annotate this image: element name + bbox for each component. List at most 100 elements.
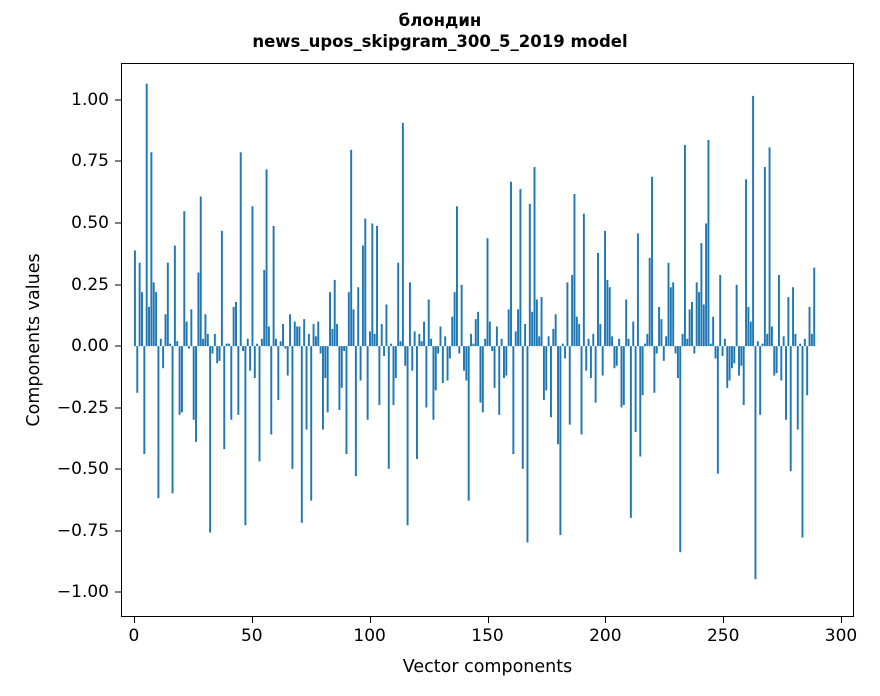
y-tick-label: −0.75 (56, 520, 109, 541)
bar (345, 346, 348, 455)
bar (686, 338, 689, 347)
bar (495, 326, 498, 347)
bar (331, 328, 334, 347)
bar (230, 346, 233, 420)
bar (133, 250, 136, 347)
bar (573, 194, 576, 347)
bar (150, 152, 153, 347)
y-axis-label: Components values (24, 253, 44, 427)
bar (197, 272, 200, 347)
bar (453, 292, 456, 347)
bar (164, 314, 167, 347)
bar (437, 346, 440, 354)
bar (333, 279, 336, 347)
bar (256, 343, 259, 347)
bar (702, 304, 705, 347)
bar (180, 346, 183, 413)
bar (754, 346, 757, 580)
bar (589, 346, 592, 379)
x-tick-mark (723, 617, 725, 623)
bar (549, 346, 552, 418)
bar (493, 346, 496, 388)
bar (378, 346, 381, 406)
chart-title: блондин news_upos_skipgram_300_5_2019 mo… (0, 10, 880, 52)
bar (364, 218, 367, 347)
bar (324, 346, 327, 379)
bar (322, 346, 324, 430)
bar (636, 233, 639, 347)
bar (413, 331, 416, 347)
bar (296, 326, 299, 347)
bar (521, 346, 524, 469)
bar (566, 282, 569, 347)
bar (745, 179, 748, 347)
bar (486, 238, 489, 347)
bar (557, 346, 559, 445)
y-tick-label: 0.00 (71, 336, 109, 357)
bar (390, 343, 393, 347)
y-tick-label: 1.00 (71, 89, 109, 110)
y-tick-label: 0.25 (71, 274, 109, 295)
bar (533, 167, 536, 347)
bar (138, 262, 141, 347)
bar (723, 338, 726, 347)
bar (789, 346, 792, 472)
bar (693, 346, 696, 354)
bar (608, 287, 611, 347)
bar (538, 336, 541, 347)
bar (265, 169, 268, 347)
bar (627, 338, 630, 347)
bar (211, 346, 214, 354)
chart-title-line-1: блондин (398, 11, 482, 30)
bar (293, 321, 296, 347)
bar (634, 346, 637, 433)
bar (310, 346, 313, 501)
bar (408, 282, 411, 347)
bar (260, 338, 263, 347)
bar (514, 331, 517, 347)
y-tick-label: 0.50 (71, 213, 109, 234)
bar (597, 252, 599, 347)
bar (305, 346, 308, 430)
bar (714, 346, 717, 359)
bar (679, 346, 682, 553)
bar (484, 338, 487, 347)
bar (171, 346, 174, 494)
bar (223, 346, 226, 450)
bar (728, 346, 731, 381)
bar (404, 346, 407, 366)
x-axis-label: Vector components (402, 657, 573, 677)
bar (399, 341, 402, 347)
bar (611, 336, 614, 347)
bar (646, 333, 649, 347)
bar (272, 225, 275, 347)
bar (639, 346, 642, 457)
bar (785, 346, 787, 420)
bar (448, 346, 451, 359)
bar (700, 243, 703, 347)
bar (688, 309, 691, 347)
bar (629, 346, 632, 518)
bar (176, 341, 179, 347)
bar (559, 346, 562, 536)
bar (540, 297, 543, 347)
bar (707, 140, 710, 347)
bar (416, 346, 418, 459)
bar (430, 338, 433, 347)
bar (418, 333, 421, 347)
bar (545, 346, 548, 391)
bar (303, 319, 306, 347)
bar (244, 346, 247, 526)
bar (641, 346, 644, 396)
bar (813, 267, 816, 347)
bar (502, 346, 505, 379)
y-tick-mark (115, 468, 121, 470)
y-tick-label: −1.00 (56, 582, 109, 603)
bar (726, 346, 729, 388)
bar (777, 274, 780, 347)
bar (392, 346, 395, 406)
bar (249, 346, 252, 371)
bar (455, 206, 458, 347)
bar (183, 211, 186, 347)
bar (716, 346, 719, 474)
